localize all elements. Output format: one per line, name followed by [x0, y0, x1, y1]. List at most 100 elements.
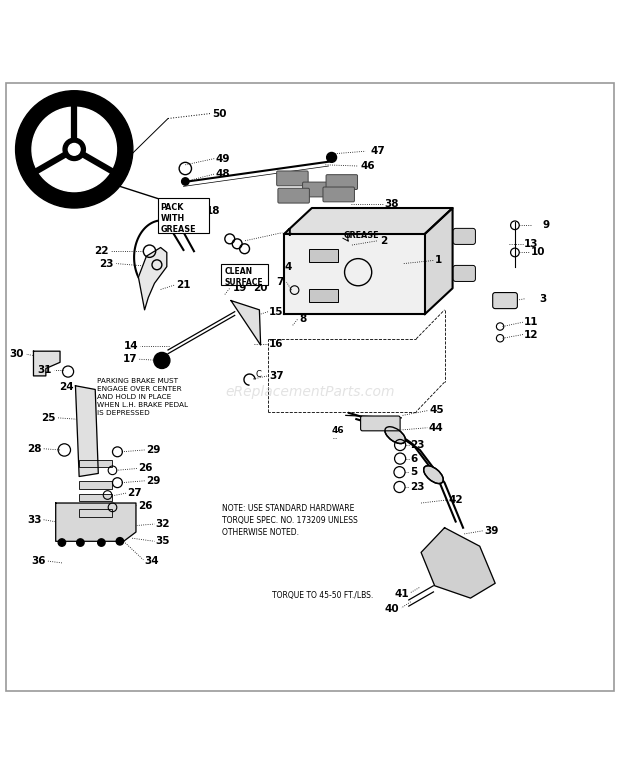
Circle shape: [32, 107, 117, 192]
Ellipse shape: [423, 466, 443, 484]
Text: 24: 24: [59, 382, 74, 392]
Text: 17: 17: [123, 354, 137, 365]
Text: 48: 48: [216, 169, 230, 179]
Text: 40: 40: [385, 604, 399, 615]
Text: 10: 10: [530, 248, 545, 258]
Bar: [79, 509, 112, 516]
Polygon shape: [33, 351, 60, 376]
Text: eReplacementParts.com: eReplacementParts.com: [225, 385, 395, 399]
Circle shape: [58, 539, 66, 546]
Text: 4: 4: [284, 262, 291, 272]
Circle shape: [77, 539, 84, 546]
Text: C: C: [255, 370, 262, 379]
Text: TORQUE TO 45-50 FT./LBS.: TORQUE TO 45-50 FT./LBS.: [272, 591, 373, 600]
Text: 35: 35: [156, 536, 171, 546]
FancyBboxPatch shape: [323, 187, 355, 202]
Bar: [79, 460, 112, 467]
Polygon shape: [425, 208, 453, 314]
Text: 16: 16: [269, 339, 284, 349]
Text: 26: 26: [138, 501, 153, 511]
Text: GREASE: GREASE: [344, 231, 379, 240]
Text: 37: 37: [269, 371, 284, 381]
FancyBboxPatch shape: [157, 198, 210, 233]
Text: 32: 32: [156, 519, 171, 529]
Text: 39: 39: [484, 526, 498, 536]
Circle shape: [68, 143, 80, 156]
Ellipse shape: [385, 426, 405, 444]
Text: 11: 11: [524, 317, 539, 327]
Text: 25: 25: [41, 413, 56, 423]
FancyBboxPatch shape: [278, 188, 309, 203]
Text: 19: 19: [233, 283, 247, 293]
Text: 5: 5: [410, 467, 417, 478]
Text: 20: 20: [253, 283, 268, 293]
Polygon shape: [138, 248, 167, 310]
Text: 13: 13: [524, 239, 539, 248]
Text: 14: 14: [124, 341, 138, 351]
Polygon shape: [421, 528, 495, 598]
Text: 7: 7: [277, 277, 284, 287]
Bar: [309, 249, 339, 262]
Text: 23: 23: [410, 482, 425, 492]
Circle shape: [154, 352, 170, 368]
FancyBboxPatch shape: [277, 171, 308, 186]
Circle shape: [327, 152, 337, 163]
Text: 15: 15: [269, 307, 284, 317]
Text: 23: 23: [410, 440, 425, 450]
Text: 8: 8: [299, 314, 306, 324]
Text: 12: 12: [524, 330, 539, 340]
Circle shape: [98, 539, 105, 546]
Text: 38: 38: [384, 199, 399, 209]
Circle shape: [182, 178, 189, 185]
Text: 18: 18: [206, 206, 221, 216]
FancyBboxPatch shape: [493, 293, 517, 309]
Text: 27: 27: [127, 488, 142, 498]
Text: 22: 22: [94, 246, 108, 256]
Polygon shape: [284, 208, 453, 234]
Text: 4: 4: [284, 228, 291, 238]
Circle shape: [63, 139, 86, 160]
Text: 29: 29: [146, 445, 160, 455]
Bar: [79, 494, 112, 502]
Text: 1: 1: [435, 255, 443, 265]
FancyBboxPatch shape: [453, 228, 476, 245]
Text: 42: 42: [448, 495, 463, 505]
Text: 23: 23: [99, 259, 113, 269]
Text: 33: 33: [27, 515, 42, 525]
Text: 28: 28: [27, 444, 42, 454]
Text: 3: 3: [539, 294, 547, 303]
Text: 2: 2: [379, 236, 387, 245]
FancyBboxPatch shape: [326, 175, 358, 190]
Bar: [309, 289, 339, 302]
Text: 21: 21: [176, 280, 190, 290]
Text: 47: 47: [371, 146, 385, 156]
Text: 36: 36: [32, 556, 46, 566]
Text: 46: 46: [332, 426, 344, 435]
Text: 9: 9: [542, 221, 550, 231]
Text: 6: 6: [410, 454, 418, 464]
FancyBboxPatch shape: [303, 182, 334, 197]
Text: 26: 26: [138, 464, 153, 474]
Text: 44: 44: [428, 423, 443, 433]
Polygon shape: [56, 503, 136, 541]
Circle shape: [116, 538, 123, 545]
FancyBboxPatch shape: [361, 416, 400, 431]
Text: 30: 30: [10, 349, 24, 359]
Polygon shape: [231, 300, 260, 345]
Text: 41: 41: [394, 589, 409, 599]
FancyBboxPatch shape: [453, 265, 476, 282]
Text: 29: 29: [146, 476, 160, 486]
Text: PARKING BRAKE MUST
ENGAGE OVER CENTER
AND HOLD IN PLACE
WHEN L.H. BRAKE PEDAL
IS: PARKING BRAKE MUST ENGAGE OVER CENTER AN…: [97, 378, 188, 416]
Text: 34: 34: [144, 556, 159, 566]
Text: CLEAN
SURFACE: CLEAN SURFACE: [225, 267, 264, 287]
Text: 49: 49: [216, 153, 230, 163]
Text: 46: 46: [361, 161, 375, 171]
Text: 45: 45: [430, 406, 445, 416]
Polygon shape: [284, 234, 425, 314]
Text: NOTE: USE STANDARD HARDWARE
TORQUE SPEC. NO. 173209 UNLESS
OTHERWISE NOTED.: NOTE: USE STANDARD HARDWARE TORQUE SPEC.…: [223, 505, 358, 537]
Circle shape: [16, 91, 133, 208]
Text: PACK
WITH
GREASE: PACK WITH GREASE: [161, 203, 196, 235]
Text: 50: 50: [213, 108, 227, 118]
Polygon shape: [76, 385, 99, 477]
FancyBboxPatch shape: [221, 264, 268, 285]
